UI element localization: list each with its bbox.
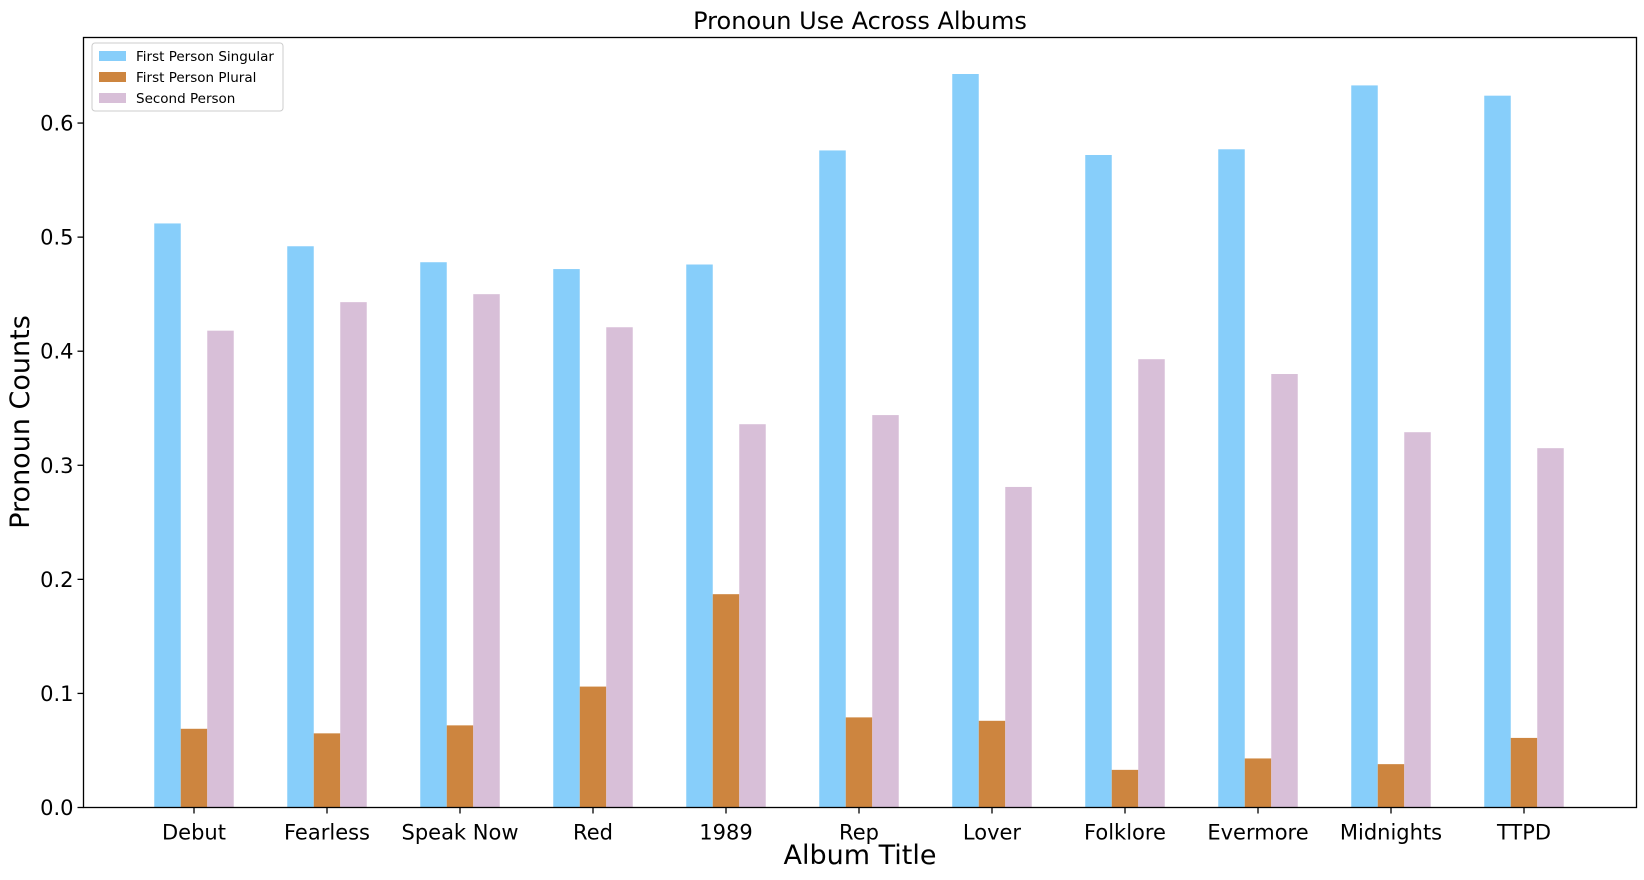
bar-second-person-lover	[1005, 486, 1032, 808]
y-tick-label: 0.3	[40, 454, 73, 478]
bar-first-person-plural-ttpd	[1510, 737, 1538, 808]
bar-second-person-ttpd	[1537, 448, 1564, 808]
x-tick-label: Rep	[839, 821, 879, 845]
legend-label: First Person Plural	[136, 70, 256, 86]
x-tick-label: Red	[573, 821, 613, 845]
y-tick-label: 0.2	[40, 568, 73, 592]
bar-first-person-singular-midnights	[1351, 85, 1378, 808]
bar-first-person-singular-lover	[952, 74, 979, 808]
legend-swatch	[99, 51, 126, 61]
y-axis-title: Pronoun Counts	[5, 315, 36, 529]
bar-second-person-fearless	[340, 302, 367, 808]
bar-second-person-evermore	[1271, 374, 1298, 808]
legend-swatch	[99, 72, 126, 82]
y-tick-label: 0.0	[40, 796, 73, 820]
bar-first-person-singular-evermore	[1218, 149, 1245, 808]
bar-first-person-plural-red	[579, 686, 607, 808]
bar-second-person-1989	[739, 424, 766, 808]
bar-first-person-plural-lover	[978, 720, 1006, 808]
chart-title: Pronoun Use Across Albums	[693, 7, 1027, 35]
bar-first-person-singular-speak-now	[420, 262, 447, 808]
x-tick-label: 1989	[699, 821, 752, 845]
plot-frame	[82, 36, 1638, 809]
bar-first-person-plural-debut	[180, 728, 208, 808]
bar-first-person-singular-ttpd	[1484, 95, 1511, 808]
bar-first-person-plural-1989	[712, 594, 740, 808]
legend-label: Second Person	[136, 91, 235, 107]
bar-first-person-singular-folklore	[1085, 154, 1112, 808]
x-tick-label: Lover	[963, 821, 1022, 845]
y-tick-label: 0.1	[40, 682, 73, 706]
bar-first-person-plural-evermore	[1244, 758, 1272, 808]
bar-second-person-midnights	[1404, 432, 1431, 808]
x-tick-label: Folklore	[1084, 821, 1166, 845]
y-tick-label: 0.4	[40, 340, 73, 364]
y-tick-label: 0.6	[40, 112, 73, 136]
legend-swatch	[99, 93, 126, 103]
bar-second-person-debut	[207, 330, 234, 808]
bar-first-person-singular-red	[553, 269, 580, 808]
x-tick-label: TTPD	[1496, 821, 1551, 845]
legend: First Person Singular First Person Plural…	[91, 42, 284, 112]
bar-second-person-rep	[872, 415, 899, 808]
x-axis-title: Album Title	[784, 840, 937, 871]
bar-second-person-speak-now	[473, 294, 500, 808]
legend-frame	[91, 42, 284, 112]
y-tick-label: 0.5	[40, 226, 73, 250]
x-tick-label: Speak Now	[401, 821, 518, 845]
bar-second-person-red	[606, 327, 633, 808]
bar-first-person-plural-rep	[845, 717, 873, 808]
y-axis: 0.0 0.1 0.2 0.3 0.4 0.5 0.6	[40, 112, 84, 820]
x-tick-label: Fearless	[284, 821, 370, 845]
bar-second-person-folklore	[1138, 359, 1165, 808]
x-tick-label: Debut	[162, 821, 226, 845]
bar-first-person-singular-rep	[819, 150, 846, 808]
legend-label: First Person Singular	[136, 49, 274, 65]
x-axis: Debut Fearless Speak Now Red 1989 Rep Lover Fol…	[162, 807, 1551, 845]
x-tick-label: Midnights	[1340, 821, 1442, 845]
bar-first-person-singular-1989	[686, 264, 713, 808]
bar-first-person-plural-folklore	[1111, 769, 1139, 808]
bar-first-person-plural-fearless	[313, 733, 341, 808]
bar-first-person-plural-midnights	[1377, 764, 1405, 808]
bar-first-person-singular-debut	[154, 223, 181, 808]
bar-first-person-plural-speak-now	[446, 725, 474, 808]
x-tick-label: Evermore	[1207, 821, 1308, 845]
bar-first-person-singular-fearless	[287, 246, 314, 808]
bars-layer	[154, 74, 1564, 808]
